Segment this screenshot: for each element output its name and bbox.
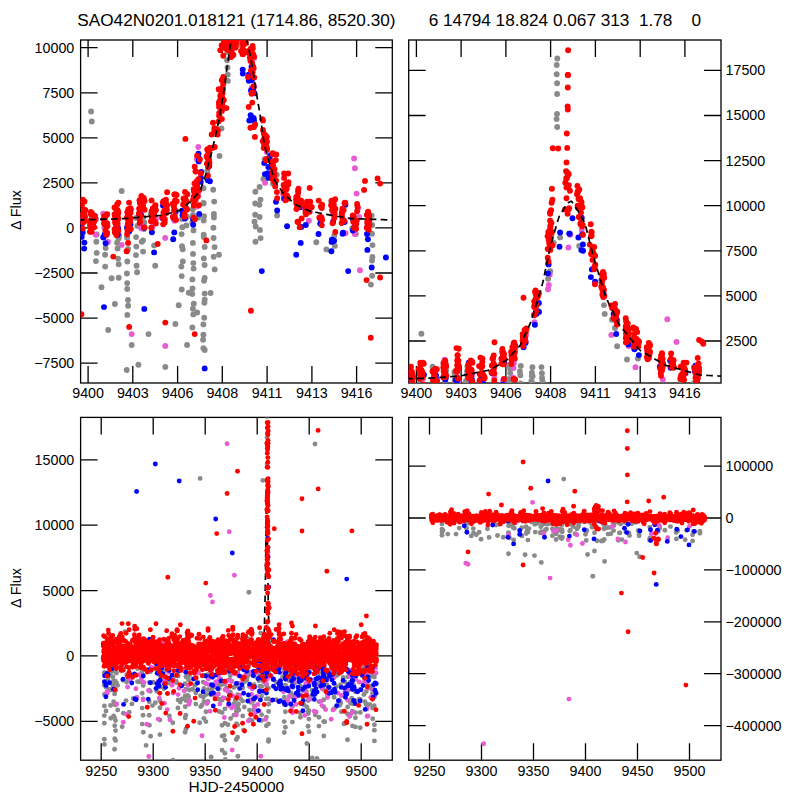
svg-text:17500: 17500: [726, 62, 766, 78]
svg-text:5000: 5000: [42, 130, 74, 146]
svg-text:9413: 9413: [624, 385, 656, 401]
svg-text:−5000: −5000: [34, 713, 74, 729]
svg-text:SAO42N0201.018121 (1714.86, 85: SAO42N0201.018121 (1714.86, 8520.30): [77, 10, 395, 30]
svg-text:9413: 9413: [296, 385, 328, 401]
svg-text:15000: 15000: [726, 107, 766, 123]
svg-text:−100000: −100000: [726, 562, 782, 578]
svg-text:9403: 9403: [445, 385, 477, 401]
svg-text:10000: 10000: [35, 517, 75, 533]
svg-text:Δ Flux: Δ Flux: [8, 568, 24, 608]
svg-text:2500: 2500: [42, 175, 74, 191]
svg-text:9500: 9500: [674, 763, 706, 779]
svg-text:9350: 9350: [518, 763, 550, 779]
svg-text:0: 0: [66, 220, 74, 236]
svg-text:0: 0: [726, 510, 734, 526]
svg-text:9350: 9350: [189, 763, 221, 779]
svg-text:5000: 5000: [42, 583, 74, 599]
svg-text:15000: 15000: [35, 452, 75, 468]
svg-text:9400: 9400: [570, 763, 602, 779]
svg-text:5000: 5000: [726, 288, 758, 304]
svg-text:9408: 9408: [535, 385, 567, 401]
svg-text:9250: 9250: [414, 763, 446, 779]
svg-text:0: 0: [66, 648, 74, 664]
svg-text:Δ Flux: Δ Flux: [8, 190, 24, 230]
svg-text:9411: 9411: [580, 385, 611, 401]
svg-text:7500: 7500: [42, 85, 74, 101]
svg-text:−300000: −300000: [726, 666, 782, 682]
svg-text:100000: 100000: [726, 458, 774, 474]
svg-text:−5000: −5000: [34, 310, 74, 326]
svg-text:HJD-2450000: HJD-2450000: [189, 778, 285, 795]
svg-text:9450: 9450: [293, 763, 325, 779]
svg-text:9406: 9406: [490, 385, 522, 401]
svg-text:9406: 9406: [162, 385, 194, 401]
svg-text:9250: 9250: [85, 763, 117, 779]
svg-text:−400000: −400000: [726, 718, 782, 734]
svg-text:9400: 9400: [241, 763, 273, 779]
svg-text:9408: 9408: [206, 385, 238, 401]
svg-text:9400: 9400: [400, 385, 432, 401]
svg-text:10000: 10000: [35, 40, 75, 56]
svg-text:6 14794 18.824 0.067 313 1.78: 6 14794 18.824 0.067 313 1.78 0: [429, 10, 701, 30]
svg-text:−7500: −7500: [34, 355, 74, 371]
svg-text:9450: 9450: [622, 763, 654, 779]
svg-text:−2500: −2500: [34, 265, 74, 281]
svg-text:9300: 9300: [137, 763, 169, 779]
svg-text:10000: 10000: [726, 198, 766, 214]
svg-text:9500: 9500: [345, 763, 377, 779]
svg-text:−200000: −200000: [726, 614, 782, 630]
svg-text:2500: 2500: [726, 333, 758, 349]
svg-text:9400: 9400: [72, 385, 104, 401]
svg-text:9411: 9411: [252, 385, 283, 401]
svg-text:9300: 9300: [466, 763, 498, 779]
svg-text:9416: 9416: [341, 385, 373, 401]
svg-text:7500: 7500: [726, 243, 758, 259]
svg-text:9403: 9403: [117, 385, 149, 401]
svg-text:9416: 9416: [669, 385, 701, 401]
svg-text:12500: 12500: [726, 153, 766, 169]
